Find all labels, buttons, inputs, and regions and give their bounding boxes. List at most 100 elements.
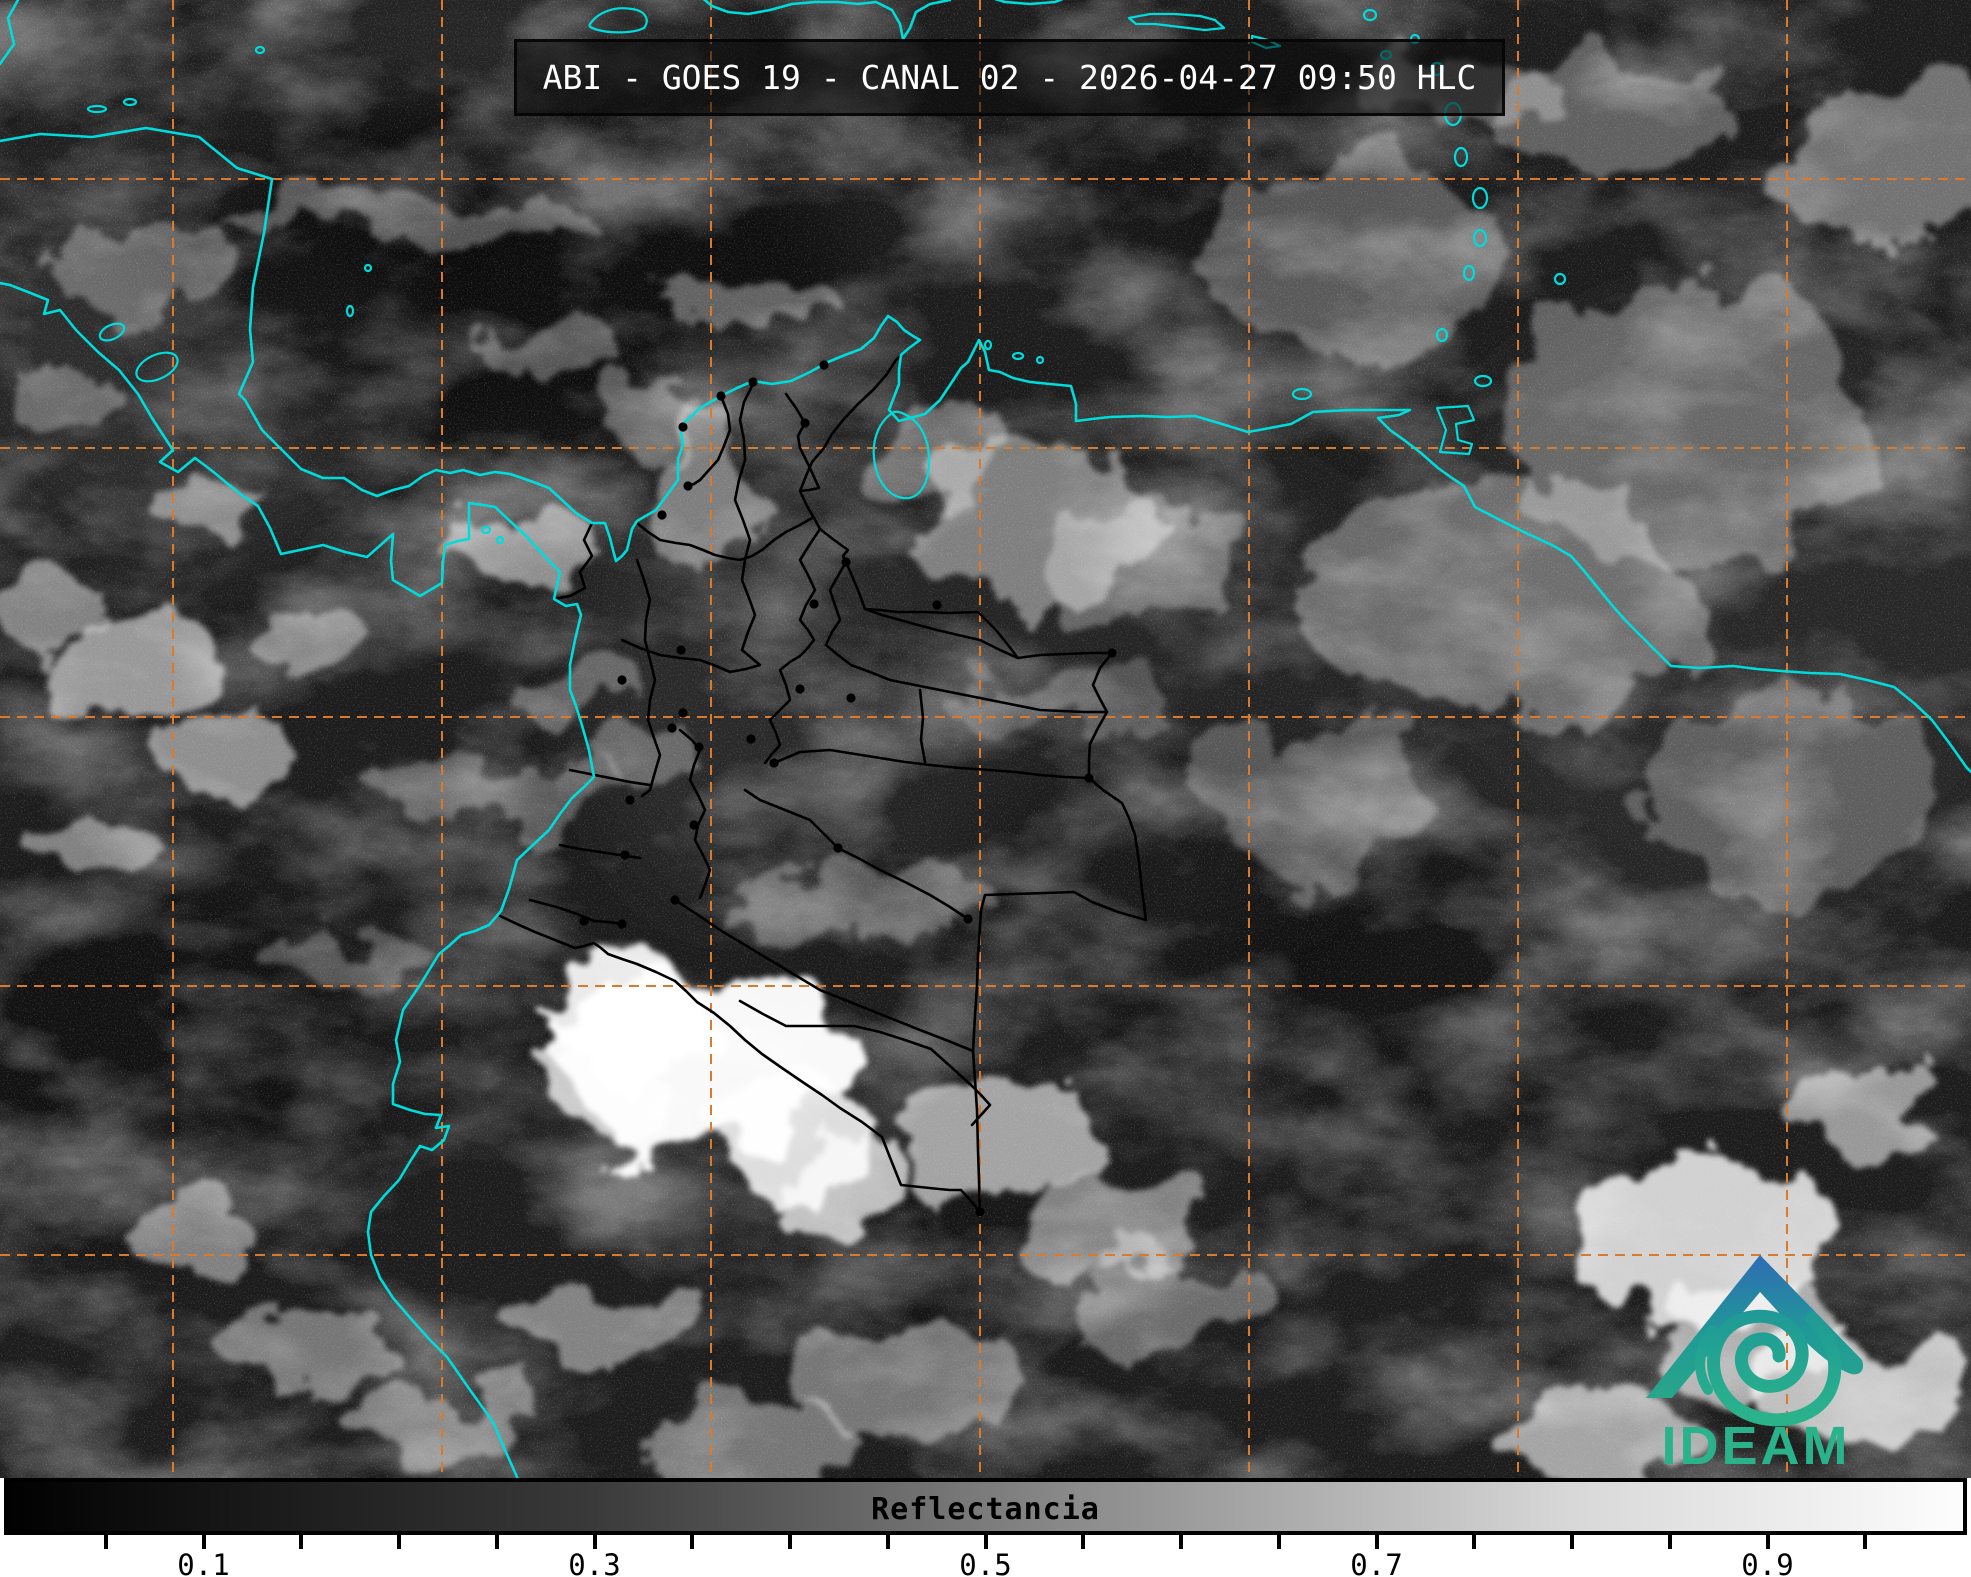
island-grenada — [1435, 327, 1449, 343]
city-dot — [657, 510, 667, 520]
city-dot — [932, 600, 942, 610]
grain-texture — [0, 0, 1971, 1478]
island-san-andres — [345, 304, 355, 318]
logo-spiral-fragment — [1695, 1325, 1717, 1395]
colorbar-tick — [201, 1535, 206, 1549]
colorbar-tick-label: 0.1 — [177, 1548, 230, 1577]
coastlines — [0, 0, 1971, 1478]
city-dot — [975, 1207, 985, 1217]
island-providencia — [363, 263, 373, 273]
colorbar-tick — [1570, 1535, 1574, 1549]
island-swan — [254, 45, 266, 55]
lake-managua — [98, 322, 126, 342]
border-panama-colombia — [552, 521, 594, 601]
coastline-belize — [0, 0, 20, 66]
lake-maracaibo — [872, 410, 931, 500]
city-dot — [809, 599, 819, 609]
satellite-map — [0, 0, 1971, 1478]
coastline-pacific — [0, 281, 596, 1478]
capital-city-dots — [579, 360, 1117, 1217]
coastline-hispaniola-east — [993, 0, 1064, 6]
bay-islands — [86, 104, 108, 114]
colorbar-tick — [494, 1535, 499, 1549]
coastline-caribbean-mainland — [0, 126, 1971, 774]
logo-wordmark: IDEAM — [1662, 1416, 1851, 1476]
political-borders — [498, 346, 1148, 1214]
city-dot — [694, 742, 704, 752]
island-martinique — [1471, 186, 1489, 210]
colorbar-tick — [1179, 1535, 1183, 1549]
island-jamaica — [588, 7, 648, 34]
colorbar-tick — [983, 1535, 988, 1549]
colorbar-tick-label: 0.9 — [1741, 1548, 1794, 1577]
city-dot — [748, 377, 758, 387]
city-dot — [625, 795, 635, 805]
city-dot — [769, 758, 779, 768]
city-dot — [800, 418, 810, 428]
graticule-grid — [0, 0, 1971, 1478]
island-st-lucia — [1472, 228, 1488, 248]
city-dot — [678, 708, 688, 718]
title-banner: ABI - GOES 19 - CANAL 02 - 2026-04-27 09… — [514, 39, 1505, 116]
colorbar-tick — [1472, 1535, 1477, 1549]
colorbar-tick — [788, 1535, 792, 1549]
island-bonaire — [1035, 355, 1045, 365]
colorbar-tick — [103, 1535, 108, 1549]
ideam-logo: IDEAM — [1646, 1255, 1864, 1476]
colorbar-tick — [299, 1535, 304, 1549]
island-curacao — [1011, 351, 1025, 361]
colorbar-tick-label: 0.7 — [1350, 1548, 1403, 1577]
city-dot — [963, 914, 973, 924]
colorbar-title: Reflectancia — [871, 1492, 1100, 1527]
reflectance-colorbar: Reflectancia — [4, 1478, 1967, 1535]
colorbar-tick — [1276, 1535, 1281, 1549]
colorbar-tick-label: 0.3 — [568, 1548, 621, 1577]
border-colombia-outer — [498, 346, 1148, 1214]
city-dot — [667, 723, 677, 733]
coastline-hispaniola — [702, 0, 952, 41]
lake-nicaragua — [135, 351, 179, 383]
city-dot — [846, 693, 856, 703]
city-dot — [670, 895, 680, 905]
colorbar-tick — [1081, 1535, 1086, 1549]
city-dot — [1084, 773, 1094, 783]
city-dot — [617, 919, 627, 929]
colorbar-tick — [690, 1535, 695, 1549]
island-aruba — [983, 339, 993, 351]
pearl-islands — [480, 525, 492, 535]
city-dot — [716, 391, 726, 401]
logo-spiral-icon — [1707, 1309, 1842, 1427]
colorbar-tick — [1667, 1535, 1672, 1549]
city-dot — [833, 843, 843, 853]
island-st-vincent — [1462, 264, 1476, 282]
island-dominica — [1453, 146, 1469, 168]
cloud-imagery-layer — [0, 0, 1971, 1478]
colorbar-row: Reflectancia 0.1 0.3 0.5 0.7 0.9 — [0, 1478, 1971, 1577]
colorbar-tick — [885, 1535, 890, 1549]
city-dot — [746, 734, 756, 744]
colorbar-tick — [592, 1535, 597, 1549]
city-dot — [683, 481, 693, 491]
title-text: ABI - GOES 19 - CANAL 02 - 2026-04-27 09… — [542, 58, 1477, 97]
city-dot — [676, 645, 686, 655]
colorbar-tick-label: 0.5 — [959, 1548, 1012, 1577]
island-margarita — [1291, 387, 1313, 401]
island-trinidad — [1435, 404, 1476, 456]
city-dot — [795, 684, 805, 694]
city-dot — [689, 820, 699, 830]
city-dot — [819, 360, 829, 370]
department-borders — [528, 382, 1109, 1127]
colorbar-tick — [1765, 1535, 1770, 1549]
colorbar-tick — [1374, 1535, 1379, 1549]
city-dot — [617, 675, 627, 685]
island-barbados — [1553, 272, 1567, 286]
city-dot — [1107, 648, 1117, 658]
colorbar-tick — [397, 1535, 401, 1549]
city-dot — [620, 850, 630, 860]
city-dot — [841, 557, 851, 567]
map-overlay — [0, 0, 1971, 1478]
island-tobago — [1473, 374, 1493, 388]
city-dot — [579, 916, 589, 926]
colorbar-tick — [1863, 1535, 1868, 1549]
